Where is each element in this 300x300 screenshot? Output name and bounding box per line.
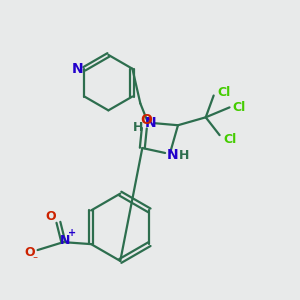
- Text: Cl: Cl: [233, 101, 246, 114]
- Text: N: N: [167, 148, 179, 162]
- Text: N: N: [60, 234, 70, 247]
- Text: O: O: [45, 210, 56, 223]
- Text: Cl: Cl: [223, 133, 236, 146]
- Text: N: N: [144, 116, 156, 130]
- Text: O: O: [140, 113, 152, 127]
- Text: H: H: [179, 149, 189, 162]
- Text: ⁻: ⁻: [32, 255, 37, 265]
- Text: Cl: Cl: [217, 86, 230, 99]
- Text: N: N: [72, 62, 83, 76]
- Text: H: H: [133, 121, 143, 134]
- Text: O: O: [24, 245, 35, 259]
- Text: +: +: [68, 228, 76, 238]
